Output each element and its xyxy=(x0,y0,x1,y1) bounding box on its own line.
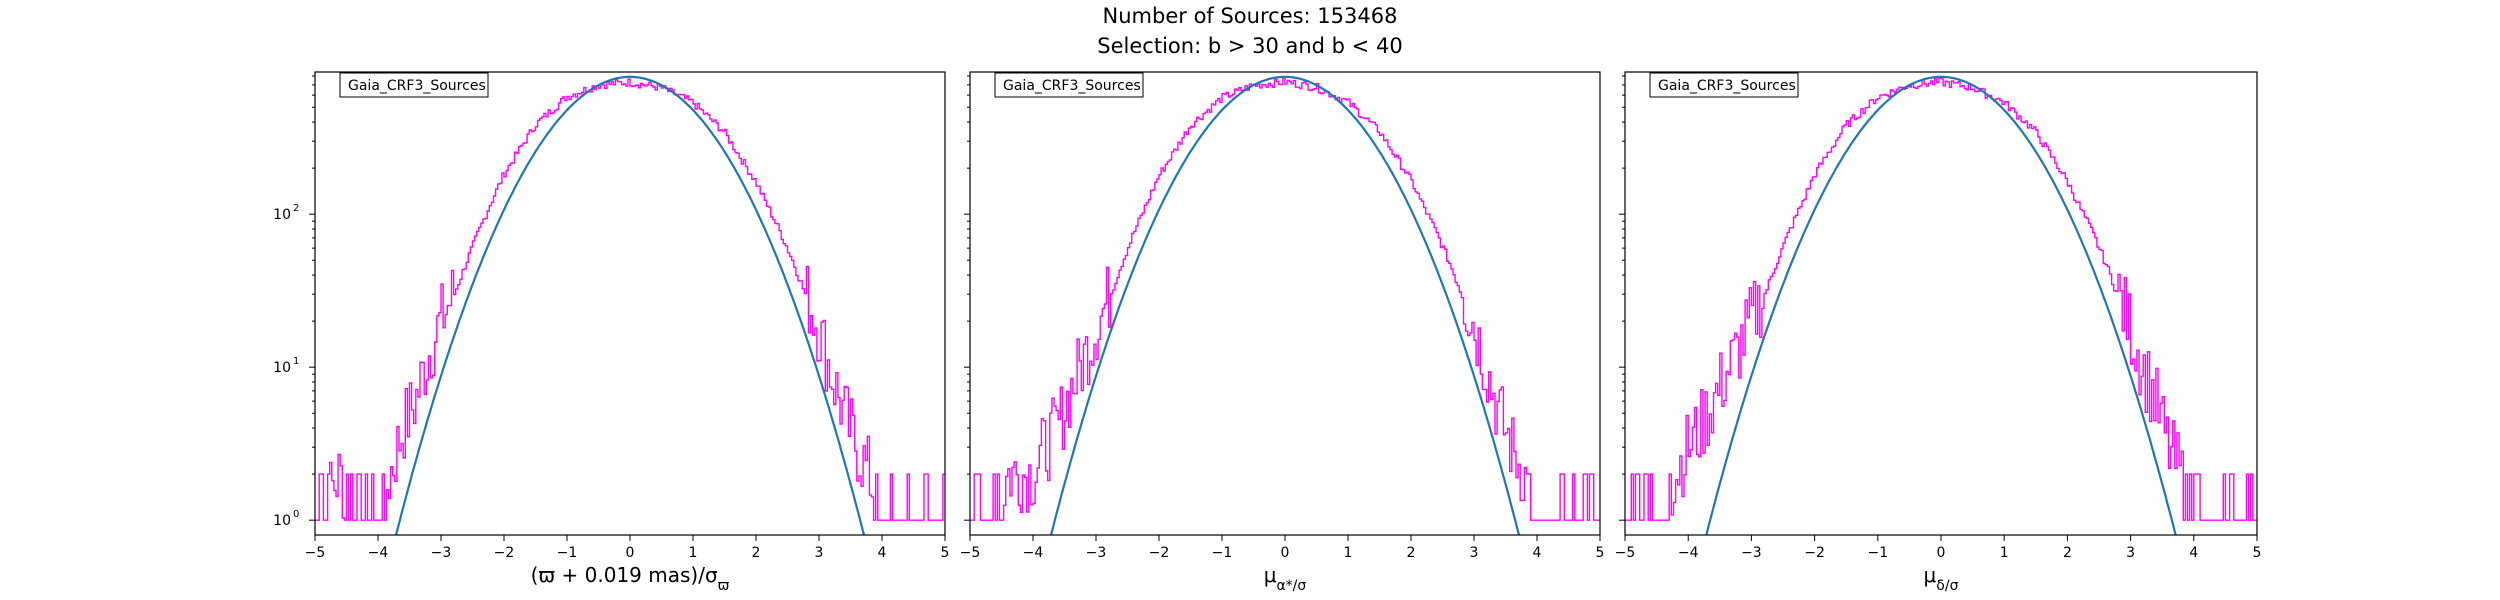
x-tick-label: −5 xyxy=(960,545,981,561)
x-tick-label: −1 xyxy=(557,545,578,561)
x-axis-label: μδ/σ xyxy=(1924,563,1959,594)
histogram-series xyxy=(970,77,1600,521)
x-axis-label: μα*/σ xyxy=(1264,563,1307,594)
x-tick-label: 3 xyxy=(1470,545,1479,561)
x-tick-label: −2 xyxy=(1804,545,1825,561)
x-tick-label: 0 xyxy=(1281,545,1290,561)
x-tick-label: −3 xyxy=(431,545,452,561)
legend-box xyxy=(339,72,489,98)
x-tick-label: 0 xyxy=(626,545,635,561)
x-tick-label: 3 xyxy=(815,545,824,561)
figure-subtitle: Selection: b > 30 and b < 40 xyxy=(1097,34,1403,58)
x-tick-label: 2 xyxy=(1407,545,1416,561)
x-tick-label: −5 xyxy=(1615,545,1636,561)
x-tick-label: 1 xyxy=(2000,545,2009,561)
x-tick-label: −3 xyxy=(1741,545,1762,561)
x-tick-label: 5 xyxy=(2253,545,2262,561)
x-tick-label: −4 xyxy=(1678,545,1699,561)
legend-box xyxy=(1649,72,1799,98)
x-tick-label: −1 xyxy=(1212,545,1233,561)
x-tick-label: 5 xyxy=(1596,545,1605,561)
legend-label: Gaia_CRF3_Sources xyxy=(1658,78,1796,94)
legend: Gaia_CRF3_Sources xyxy=(994,72,1144,98)
plot-area-3 xyxy=(1625,75,2257,535)
x-tick-label: 1 xyxy=(689,545,698,561)
legend: Gaia_CRF3_Sources xyxy=(1649,72,1799,98)
x-tick-label: −4 xyxy=(368,545,389,561)
gaussian-model-line xyxy=(394,75,866,535)
x-tick-label: 1 xyxy=(1344,545,1353,561)
y-tick-exponent: 1 xyxy=(293,356,299,367)
gaussian-model-line xyxy=(1049,75,1521,535)
gaussian-model-line xyxy=(1705,75,2177,535)
axes-frame xyxy=(1624,71,2258,536)
x-tick-label: −1 xyxy=(1867,545,1888,561)
plot-area-1 xyxy=(315,75,945,535)
x-tick-label: 5 xyxy=(941,545,950,561)
legend-label: Gaia_CRF3_Sources xyxy=(348,78,486,94)
x-tick-label: 3 xyxy=(2126,545,2135,561)
x-tick-label: −2 xyxy=(494,545,515,561)
axes-frame xyxy=(969,71,1601,536)
legend-label: Gaia_CRF3_Sources xyxy=(1003,78,1141,94)
x-tick-label: −3 xyxy=(1086,545,1107,561)
x-tick-label: 4 xyxy=(1533,545,1542,561)
x-tick-label: 2 xyxy=(752,545,761,561)
x-tick-label: 4 xyxy=(878,545,887,561)
x-tick-label: −4 xyxy=(1023,545,1044,561)
axes-frame xyxy=(314,71,946,536)
histogram-series xyxy=(1625,77,2257,521)
figure-title: Number of Sources: 153468 xyxy=(1102,4,1398,28)
x-tick-label: −5 xyxy=(305,545,326,561)
y-tick-exponent: 2 xyxy=(293,203,299,214)
plot-area-2 xyxy=(970,75,1600,535)
panel-3: −5 −4 −3 −2 −1 0 1 2 3 4 5 Gaia_CRF3_Sources μδ/σ xyxy=(1615,71,2262,594)
x-axis-label: (ϖ + 0.019 mas)/σϖ xyxy=(531,563,730,594)
panel-2: −5 −4 −3 −2 −1 0 1 2 3 4 5 Gaia_CRF3_Sources μα*/σ xyxy=(960,71,1605,594)
histogram-series xyxy=(315,78,945,521)
y-tick-exponent: 0 xyxy=(293,509,299,520)
y-tick-label: 10 xyxy=(273,513,291,529)
y-tick-label: 10 xyxy=(273,207,291,223)
x-tick-label: 2 xyxy=(2063,545,2072,561)
y-tick-label: 10 xyxy=(273,360,291,376)
legend: Gaia_CRF3_Sources xyxy=(339,72,489,98)
x-tick-label: −2 xyxy=(1149,545,1170,561)
legend-box xyxy=(994,72,1144,98)
x-tick-label: 0 xyxy=(1937,545,1946,561)
x-tick-label: 4 xyxy=(2189,545,2198,561)
